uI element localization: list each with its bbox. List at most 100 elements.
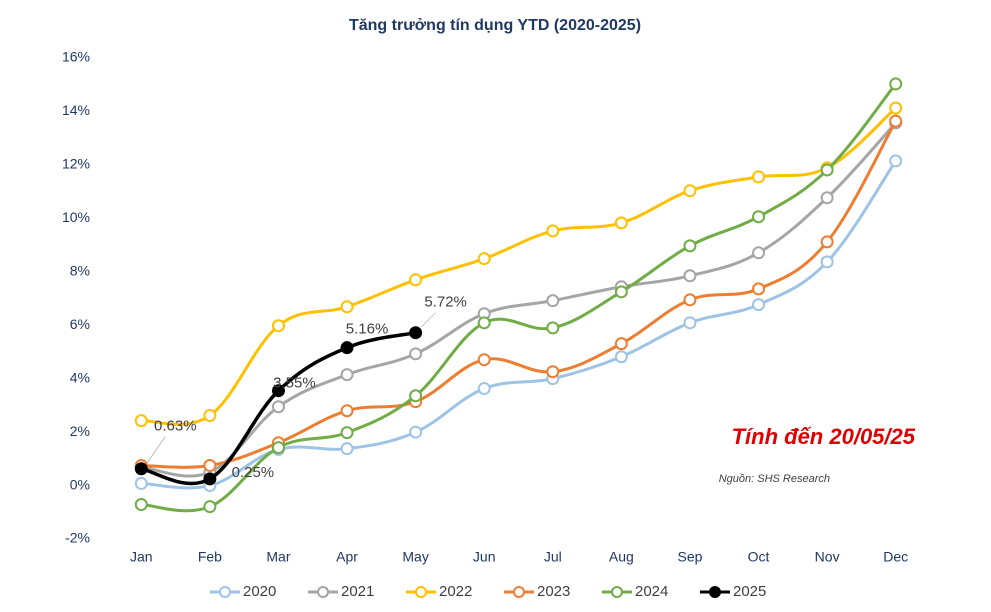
x-tick-label: Sep — [677, 549, 702, 565]
leader-line — [146, 436, 166, 464]
point — [614, 350, 628, 364]
point — [683, 239, 697, 253]
point — [409, 389, 423, 403]
annotation: Tính đến 20/05/25 — [732, 424, 916, 449]
point — [134, 476, 148, 490]
legend-marker — [317, 586, 329, 598]
point — [683, 269, 697, 283]
point — [889, 154, 903, 168]
point — [889, 77, 903, 91]
point — [889, 101, 903, 115]
point — [752, 298, 766, 312]
point — [820, 235, 834, 249]
y-tick-label: -2% — [65, 530, 90, 546]
legend-marker — [709, 586, 721, 598]
legend-marker — [219, 586, 231, 598]
point — [683, 293, 697, 307]
point — [271, 400, 285, 414]
point — [477, 252, 491, 266]
point — [546, 321, 560, 335]
point — [409, 347, 423, 361]
leader-line — [421, 312, 436, 328]
x-tick-label: Feb — [198, 549, 222, 565]
point — [477, 316, 491, 330]
point — [820, 163, 834, 177]
y-tick-label: 4% — [70, 369, 90, 385]
point — [820, 191, 834, 205]
legend-label: 2021 — [341, 583, 374, 600]
point — [340, 368, 354, 382]
x-tick-label: Mar — [266, 549, 290, 565]
point — [340, 426, 354, 440]
y-tick-label: 2% — [70, 423, 90, 439]
point — [203, 472, 217, 486]
data-label: 0.25% — [232, 464, 275, 481]
x-tick-label: Jul — [544, 549, 562, 565]
point — [752, 246, 766, 260]
point — [614, 337, 628, 351]
point — [340, 404, 354, 418]
point — [134, 462, 148, 476]
y-tick-label: 14% — [62, 102, 90, 118]
point — [271, 441, 285, 455]
point — [546, 294, 560, 308]
x-tick-label: Nov — [815, 549, 840, 565]
point — [889, 114, 903, 128]
y-tick-label: 12% — [62, 156, 90, 172]
point — [752, 170, 766, 184]
point — [683, 184, 697, 198]
y-tick-label: 6% — [70, 316, 90, 332]
legend-marker — [611, 586, 623, 598]
point — [752, 210, 766, 224]
point — [477, 382, 491, 396]
x-tick-label: Dec — [883, 549, 908, 565]
point — [203, 409, 217, 423]
point — [271, 384, 285, 398]
point — [409, 273, 423, 287]
x-tick-label: May — [402, 549, 428, 565]
legend-label: 2025 — [733, 583, 766, 600]
point — [546, 365, 560, 379]
point — [134, 414, 148, 428]
x-tick-label: Jan — [130, 549, 153, 565]
point — [340, 300, 354, 314]
data-label: 5.72% — [424, 294, 467, 311]
point — [409, 425, 423, 439]
source-note: Nguồn: SHS Research — [719, 473, 830, 485]
data-label: 0.63% — [154, 418, 197, 435]
point — [820, 255, 834, 269]
point — [340, 341, 354, 355]
y-tick-label: 0% — [70, 476, 90, 492]
point — [409, 326, 423, 340]
series-line — [141, 106, 897, 426]
x-tick-label: Aug — [609, 549, 634, 565]
point — [134, 498, 148, 512]
data-label: 3.55% — [273, 375, 316, 392]
point — [614, 216, 628, 230]
x-tick-label: Jun — [473, 549, 496, 565]
point — [203, 500, 217, 514]
x-tick-label: Oct — [748, 549, 770, 565]
legend-marker — [415, 586, 427, 598]
y-tick-label: 16% — [62, 49, 90, 65]
y-tick-label: 10% — [62, 209, 90, 225]
legend-label: 2022 — [439, 583, 472, 600]
point — [477, 353, 491, 367]
point — [271, 319, 285, 333]
chart-title: Tăng trưởng tín dụng YTD (2020-2025) — [349, 17, 641, 34]
point — [340, 442, 354, 456]
series-line — [141, 121, 897, 478]
legend-label: 2020 — [243, 583, 276, 600]
point — [614, 285, 628, 299]
point — [752, 282, 766, 296]
point — [546, 224, 560, 238]
legend-marker — [513, 586, 525, 598]
point — [683, 316, 697, 330]
data-label: 5.16% — [346, 321, 389, 338]
x-tick-label: Apr — [336, 549, 358, 565]
legend-label: 2024 — [635, 583, 668, 600]
y-tick-label: 8% — [70, 262, 90, 278]
legend-label: 2023 — [537, 583, 570, 600]
